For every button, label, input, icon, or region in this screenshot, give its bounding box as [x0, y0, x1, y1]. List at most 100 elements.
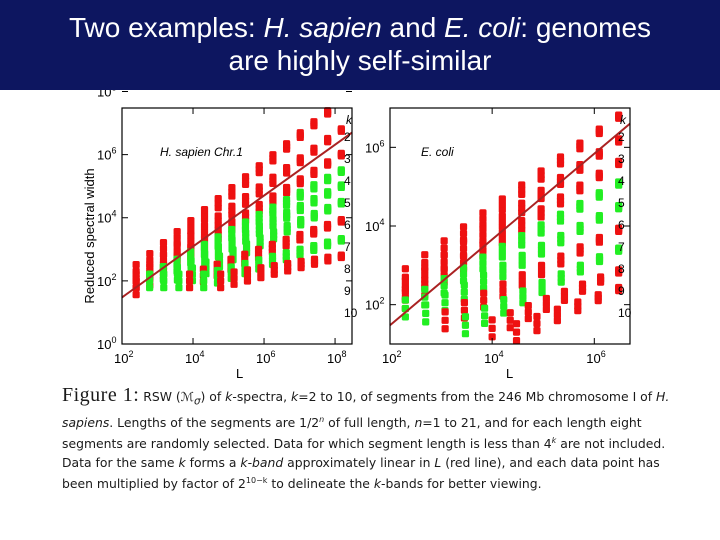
data-point [324, 188, 332, 196]
y-tick-label: 100 [97, 335, 116, 352]
data-point [188, 264, 197, 272]
data-point [296, 129, 304, 137]
y-axis-label: Reduced spectral width [82, 168, 97, 303]
data-point [574, 298, 582, 306]
x-tick-label: 108 [327, 349, 346, 366]
data-point [595, 189, 603, 197]
data-point [200, 277, 208, 285]
panel-e-coli: 102 104 106 102 104 106 E. coli k 2 3 4 5 6 7 8 9 10 L [365, 107, 632, 380]
data-point [440, 237, 448, 245]
y-tick-label: 102 [365, 296, 384, 313]
data-point [214, 233, 222, 241]
caption-symbol: ℳ [180, 389, 194, 404]
caption-var: n [414, 414, 423, 430]
band-label-k-8: 8 [344, 262, 351, 276]
data-point [324, 253, 332, 261]
data-point [324, 203, 332, 212]
data-point [269, 192, 277, 200]
data-point [214, 195, 222, 203]
data-point [615, 135, 623, 143]
data-point [479, 225, 487, 233]
data-point [460, 298, 469, 307]
data-point [524, 314, 532, 323]
data-point [282, 140, 291, 148]
data-point [310, 181, 318, 189]
data-point [159, 239, 168, 247]
data-point [557, 252, 565, 260]
data-point [498, 212, 506, 220]
data-point [337, 215, 345, 224]
y-tick-label: 104 [365, 217, 384, 234]
data-point [243, 266, 252, 274]
data-point [296, 188, 304, 196]
data-point [401, 296, 409, 304]
data-point [200, 270, 208, 278]
x-tick-label: 102 [382, 349, 401, 366]
caption-var: L [434, 454, 442, 470]
data-point [560, 287, 569, 295]
data-point [542, 294, 550, 303]
x-axis-label: L [506, 366, 513, 380]
data-point [297, 257, 305, 265]
data-point [499, 267, 507, 275]
data-point [542, 300, 550, 308]
data-point [578, 280, 587, 288]
data-point [459, 244, 468, 253]
x-tick-label: 104 [484, 349, 503, 366]
data-point [269, 203, 277, 211]
caption-text: are not included. Data for the same [62, 436, 666, 470]
data-point [441, 299, 449, 307]
data-point [230, 280, 238, 288]
x-tick-exponent: 6 [271, 349, 276, 359]
data-point [241, 193, 250, 201]
band-label-k-6: 6 [344, 218, 351, 232]
data-point [200, 284, 208, 292]
data-point [533, 319, 541, 328]
data-point [498, 242, 506, 250]
data-point [480, 304, 489, 312]
x-tick-exponent: 2 [396, 349, 401, 359]
data-point [615, 224, 623, 232]
data-point [337, 234, 345, 243]
data-point [296, 230, 304, 239]
data-point [576, 139, 584, 147]
caption-text: =1 to 21, and for each length eight segm… [62, 414, 642, 452]
data-point [200, 222, 209, 230]
band-label-k-7: 7 [344, 240, 351, 254]
band-label-k-3: 3 [344, 152, 351, 166]
caption-text: ) of [200, 389, 226, 404]
data-point [282, 249, 290, 257]
data-point [615, 157, 623, 166]
data-point [282, 235, 290, 243]
series-k-5 [401, 178, 623, 321]
band-label-k-6: 6 [618, 218, 625, 232]
data-point [596, 273, 605, 281]
data-point [500, 302, 508, 310]
data-point [556, 153, 565, 161]
caption-var: k [178, 454, 186, 470]
data-point [461, 321, 470, 329]
data-point [441, 325, 449, 333]
data-point [160, 277, 168, 285]
data-point [202, 258, 210, 266]
data-point [537, 241, 546, 249]
data-point [576, 261, 584, 269]
series-k-6 [422, 202, 623, 326]
data-point [537, 167, 545, 175]
data-point [553, 317, 561, 325]
data-point [421, 276, 429, 284]
data-point [556, 210, 565, 218]
caption-text: (red line), and each data point has been… [62, 454, 660, 492]
data-point [479, 231, 487, 239]
data-point [461, 330, 470, 338]
y-tick-label: 102 [97, 272, 116, 289]
data-point [215, 252, 224, 260]
data-point [241, 218, 250, 226]
inset-label: E. coli [421, 145, 454, 159]
data-point [440, 258, 448, 266]
data-point [257, 264, 265, 272]
series-k-3 [132, 125, 345, 292]
data-point [615, 244, 623, 252]
data-point [255, 210, 263, 219]
data-point [479, 265, 487, 273]
